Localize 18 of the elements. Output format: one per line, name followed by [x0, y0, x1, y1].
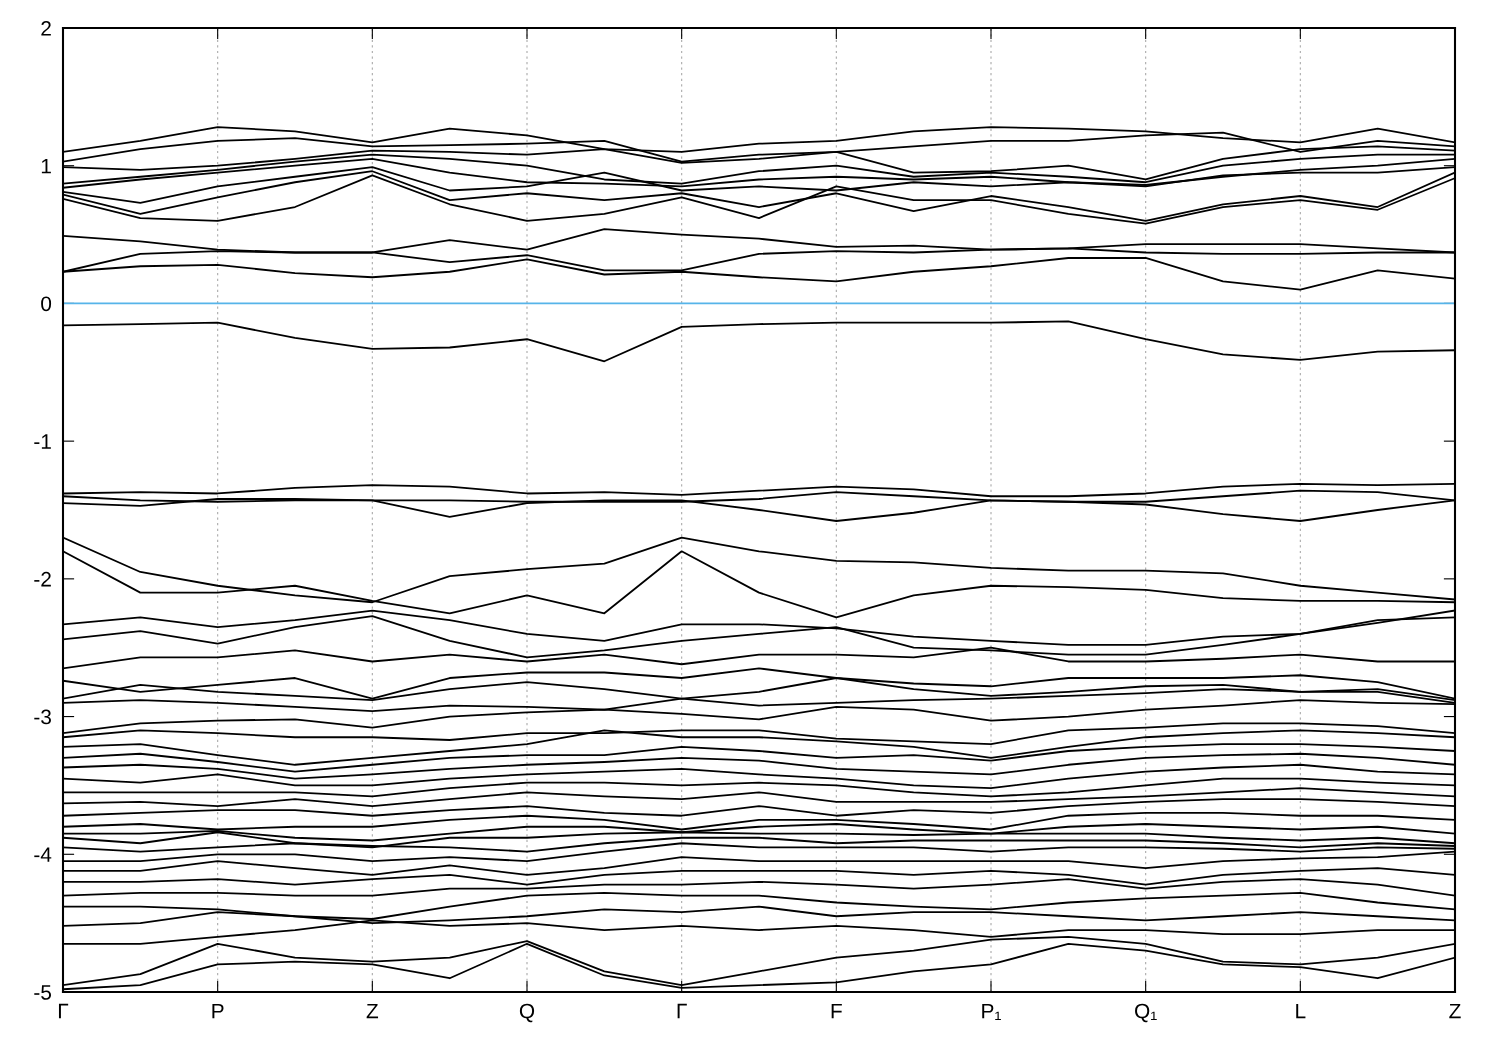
x-tick-label: F: [831, 1003, 842, 1019]
x-tick-label: Q: [519, 1003, 535, 1023]
y-tick-label: 2: [41, 21, 51, 36]
x-tick-label: P: [212, 1003, 224, 1019]
y-tick-label: -5: [34, 985, 52, 1000]
x-tick-label: Γ: [58, 1003, 69, 1019]
x-tick-label: Z: [366, 1003, 379, 1019]
y-tick-label: 0: [41, 296, 52, 312]
x-tick-label: P₁: [982, 1003, 1001, 1020]
y-tick-label: -3: [34, 709, 51, 725]
x-tick-label: Γ: [677, 1003, 687, 1019]
x-tick-label: Z: [1449, 1003, 1461, 1019]
y-tick-label: -2: [34, 571, 51, 587]
y-tick-label: 1: [41, 158, 51, 174]
y-tick-label: -1: [34, 434, 51, 449]
y-tick-label: -4: [34, 847, 52, 862]
x-tick-label: Q₁: [1135, 1003, 1157, 1023]
x-tick-label: L: [1296, 1003, 1306, 1019]
